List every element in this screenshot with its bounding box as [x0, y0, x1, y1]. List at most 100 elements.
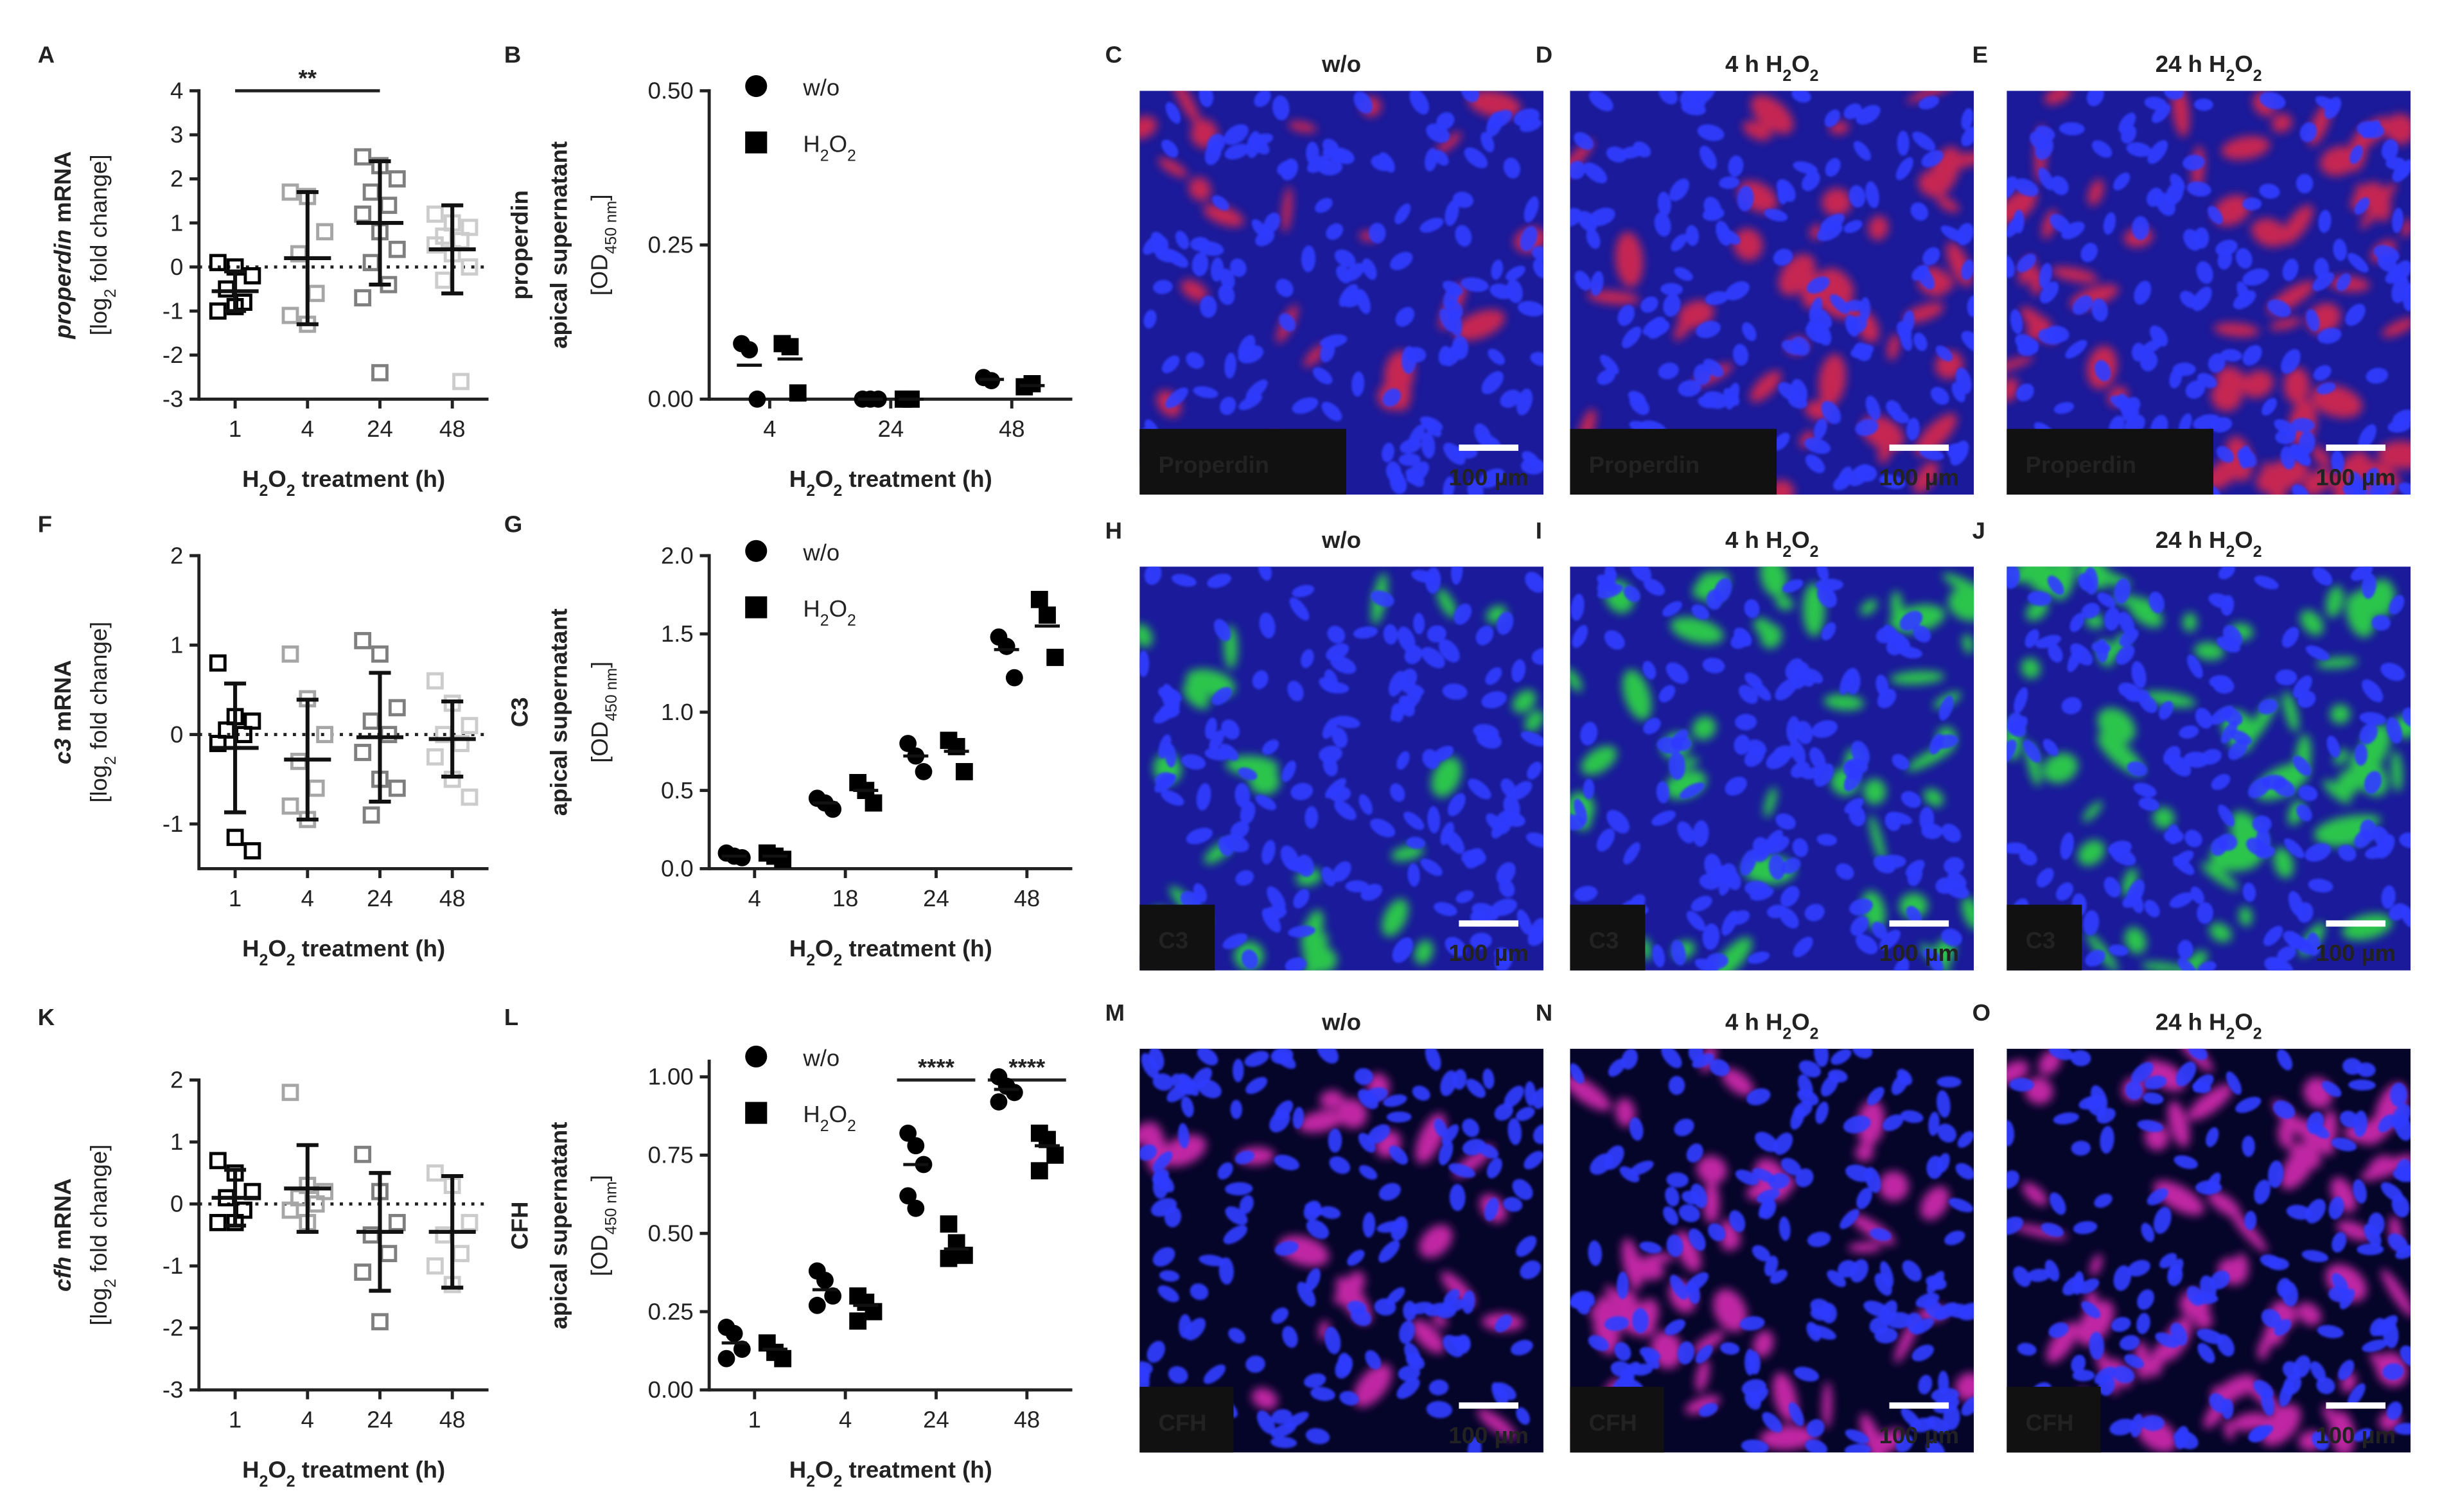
nucleus	[1506, 265, 1525, 281]
nucleus	[1852, 1048, 1873, 1059]
nucleus	[2394, 1114, 2411, 1141]
nucleus	[1455, 890, 1474, 904]
stain-blob	[1353, 1364, 1392, 1407]
stain-label-box	[1570, 904, 1646, 971]
stain-blob	[1713, 1288, 1748, 1332]
nucleus	[2113, 1265, 2132, 1291]
data-point	[461, 788, 479, 806]
nucleus	[1520, 731, 1543, 747]
stain-blob	[2046, 1322, 2078, 1363]
stain-label-box	[1139, 1387, 1234, 1453]
nucleus	[2155, 1332, 2179, 1348]
nucleus	[1353, 91, 1373, 114]
stain-blob	[1251, 1387, 1278, 1410]
stain-blob	[1670, 617, 1724, 644]
nuclei-layer	[1139, 567, 1543, 971]
nucleus	[1941, 928, 1962, 947]
panel-letter: F	[38, 511, 52, 538]
nucleus	[2226, 1071, 2242, 1095]
nucleus	[1439, 308, 1456, 332]
nucleus	[1367, 1124, 1391, 1144]
nucleus	[2130, 1062, 2154, 1084]
y-axis-label-part: 2	[101, 1279, 119, 1288]
nucleus	[1516, 1407, 1530, 1425]
stain-blob	[1906, 91, 1960, 103]
nucleus	[1790, 761, 1810, 778]
nucleus	[1845, 667, 1861, 695]
nucleus	[1398, 1365, 1421, 1382]
nucleus	[2195, 707, 2213, 729]
nucleus	[1220, 743, 1239, 761]
nucleus	[1811, 720, 1838, 738]
nucleus	[1629, 1161, 1654, 1176]
stain-blob	[2183, 612, 2197, 632]
stain-blob	[2097, 707, 2136, 744]
stain-blob	[1477, 1408, 1516, 1439]
nucleus	[1404, 645, 1423, 664]
panel-letter: O	[1972, 999, 1990, 1026]
stain-label: Properdin	[2026, 452, 2137, 478]
data-point	[235, 294, 252, 311]
nucleus	[1703, 197, 1721, 218]
nucleus	[2394, 1423, 2411, 1435]
nucleus	[1516, 389, 1533, 416]
y-tick-label: 0.25	[648, 232, 694, 258]
nucleus	[1725, 281, 1750, 301]
nucleus	[2060, 832, 2074, 860]
stain-blob	[2283, 691, 2299, 732]
nucleus	[2281, 349, 2301, 374]
legend-label-part: 2	[847, 1118, 856, 1135]
nucleus	[2317, 382, 2336, 394]
nucleus	[1524, 196, 1539, 223]
nucleus	[1893, 958, 1910, 971]
scale-label: 100 µm	[1879, 464, 1959, 490]
nucleus	[2205, 1172, 2221, 1195]
nucleus	[1623, 842, 1640, 865]
nucleus	[1196, 783, 1211, 811]
data-point	[362, 712, 380, 730]
nucleus	[1285, 957, 1307, 971]
nucleus	[1409, 91, 1429, 115]
y-tick-label: 0.25	[648, 1298, 694, 1324]
data-point	[354, 1145, 372, 1163]
nucleus	[1339, 1391, 1359, 1406]
y-axis-label-part: mRNA	[49, 660, 76, 739]
nucleus	[2081, 1301, 2101, 1319]
x-tick-label: 48	[1014, 885, 1041, 911]
data-point	[899, 1124, 917, 1142]
x-axis-label-part: 2	[259, 951, 268, 969]
nucleus	[2193, 414, 2220, 430]
nucleus	[1399, 1320, 1415, 1344]
stain-blob	[1913, 461, 1938, 494]
y-tick-label: 0	[170, 721, 183, 748]
nucleus	[1533, 1087, 1543, 1109]
nucleus	[1921, 150, 1944, 168]
legend-label: H2O2	[803, 595, 856, 629]
nucleus	[2321, 1081, 2342, 1097]
nucleus	[1447, 793, 1466, 816]
nucleus	[2007, 176, 2017, 200]
nucleus	[1757, 1189, 1780, 1203]
nucleus	[1326, 223, 1344, 240]
nucleus	[1434, 902, 1457, 917]
nucleus	[1258, 567, 1272, 581]
nucleus	[1452, 191, 1474, 208]
nucleus	[1358, 1132, 1376, 1153]
nucleus	[2185, 380, 2206, 399]
nucleus	[1737, 186, 1754, 211]
image-title-part: 2	[1782, 543, 1791, 560]
nucleus	[1520, 226, 1538, 252]
nucleus	[1166, 1083, 1190, 1102]
legend-label-part: O	[829, 130, 847, 157]
y-tick-label: 1	[170, 1129, 183, 1155]
x-tick-label: 4	[301, 1406, 314, 1432]
image-title-part: 2	[2226, 543, 2235, 560]
stain-blob	[1695, 1358, 1710, 1393]
nucleus	[1293, 889, 1310, 909]
nucleus	[1152, 236, 1169, 257]
stain-blob	[2153, 807, 2175, 829]
nucleus	[2248, 1425, 2270, 1443]
nucleus	[2124, 1354, 2145, 1369]
data-point	[899, 735, 917, 752]
nucleus	[1654, 212, 1671, 237]
